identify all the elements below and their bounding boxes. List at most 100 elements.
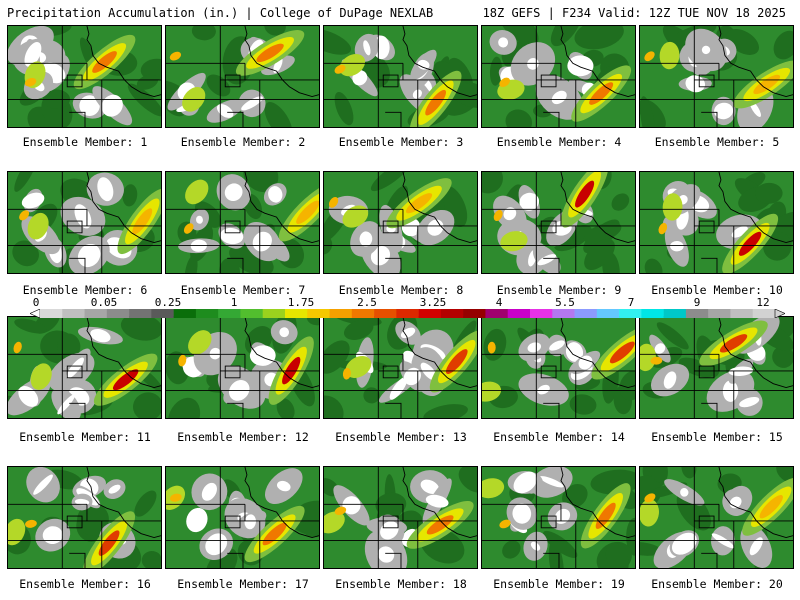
colorbar-tick-label: 1: [230, 296, 238, 309]
colorbar-segment: [218, 309, 241, 318]
precip-field: [166, 172, 319, 273]
colorbar-segment: [262, 309, 286, 318]
map-title: Precipitation Accumulation (in.) | Colle…: [7, 6, 434, 20]
colorbar-segment: [530, 309, 553, 318]
ensemble-member-map: [323, 171, 478, 274]
colorbar-segment: [351, 309, 375, 318]
ensemble-member-map: [7, 316, 162, 419]
precip-field: [640, 317, 793, 418]
precip-field: [324, 172, 477, 273]
colorbar-segment: [730, 309, 754, 318]
colorbar-segment: [752, 309, 776, 318]
colorbar-segment: [440, 309, 464, 318]
precip-field: [8, 317, 161, 418]
precip-field: [324, 317, 477, 418]
colorbar-tick-label: 7: [627, 296, 635, 309]
precip-field: [640, 172, 793, 273]
ensemble-member-label: Ensemble Member: 11: [19, 430, 151, 444]
colorbar-tick-label: 0.05: [90, 296, 118, 309]
colorbar-max-arrow: [774, 309, 785, 318]
ensemble-member-map: [481, 316, 636, 419]
colorbar-tick-label: 3.25: [419, 296, 447, 309]
colorbar-segment: [574, 309, 598, 318]
colorbar-segment: [596, 309, 620, 318]
precip-field: [166, 467, 319, 568]
colorbar-segment: [619, 309, 642, 318]
colorbar-segment: [708, 309, 731, 318]
colorbar-segment: [285, 309, 308, 318]
precip-field: [8, 26, 161, 127]
precip-field: [482, 467, 635, 568]
colorbar-segment: [641, 309, 664, 318]
colorbar-tick-label: 0.25: [154, 296, 182, 309]
colorbar-segment: [62, 309, 85, 318]
ensemble-member-label: Ensemble Member: 3: [338, 135, 464, 149]
ensemble-member-label: Ensemble Member: 19: [493, 577, 625, 591]
precip-field: [482, 26, 635, 127]
colorbar-segment: [84, 309, 108, 318]
colorbar-segment: [173, 309, 197, 318]
ensemble-member-label: Ensemble Member: 18: [335, 577, 467, 591]
colorbar-segment: [552, 309, 575, 318]
colorbar-segment: [663, 309, 687, 318]
precip-field: [482, 317, 635, 418]
colorbar-segment: [374, 309, 397, 318]
colorbar-tick-label: 5.5: [555, 296, 575, 309]
ensemble-member-map: [7, 25, 162, 128]
colorbar-segment: [485, 309, 509, 318]
ensemble-member-map: [639, 316, 794, 419]
ensemble-member-label: Ensemble Member: 14: [493, 430, 625, 444]
colorbar-tick-label: 12: [756, 296, 770, 309]
precip-field: [324, 26, 477, 127]
colorbar-min-arrow: [30, 309, 41, 318]
ensemble-member-map: [165, 316, 320, 419]
ensemble-member-label: Ensemble Member: 9: [496, 283, 622, 297]
ensemble-member-map: [481, 25, 636, 128]
ensemble-member-label: Ensemble Member: 15: [651, 430, 783, 444]
ensemble-member-map: [481, 171, 636, 274]
colorbar-segment: [106, 309, 130, 318]
ensemble-member-label: Ensemble Member: 16: [19, 577, 151, 591]
colorbar-segment: [685, 309, 709, 318]
precip-field: [8, 172, 161, 273]
ensemble-member-label: Ensemble Member: 17: [177, 577, 309, 591]
colorbar-segment: [396, 309, 419, 318]
ensemble-member-label: Ensemble Member: 10: [651, 283, 783, 297]
precip-field: [166, 26, 319, 127]
ensemble-member-label: Ensemble Member: 13: [335, 430, 467, 444]
ensemble-member-map: [639, 466, 794, 569]
ensemble-member-label: Ensemble Member: 4: [496, 135, 622, 149]
ensemble-member-map: [323, 466, 478, 569]
ensemble-member-label: Ensemble Member: 20: [651, 577, 783, 591]
run-valid-time: 18Z GEFS | F234 Valid: 12Z TUE NOV 18 20…: [482, 6, 786, 20]
ensemble-member-label: Ensemble Member: 1: [22, 135, 148, 149]
ensemble-member-map: [165, 25, 320, 128]
ensemble-member-label: Ensemble Member: 8: [338, 283, 464, 297]
ensemble-member-label: Ensemble Member: 7: [180, 283, 306, 297]
ensemble-member-map: [323, 316, 478, 419]
ensemble-member-label: Ensemble Member: 2: [180, 135, 306, 149]
colorbar-tick-label: 9: [693, 296, 701, 309]
colorbar-segment: [40, 309, 63, 318]
ensemble-member-map: [323, 25, 478, 128]
precip-field: [640, 26, 793, 127]
precip-field: [640, 467, 793, 568]
colorbar-segment: [418, 309, 442, 318]
ensemble-member-label: Ensemble Member: 6: [22, 283, 148, 297]
ensemble-member-map: [165, 466, 320, 569]
colorbar-segment: [129, 309, 152, 318]
ensemble-member-label: Ensemble Member: 5: [654, 135, 780, 149]
ensemble-member-map: [165, 171, 320, 274]
ensemble-member-map: [639, 171, 794, 274]
colorbar-segment: [240, 309, 264, 318]
colorbar-segment: [195, 309, 219, 318]
colorbar-segment: [307, 309, 330, 318]
colorbar-tick-label: 2.5: [357, 296, 377, 309]
precip-field: [482, 172, 635, 273]
precip-field: [324, 467, 477, 568]
ensemble-member-map: [639, 25, 794, 128]
ensemble-member-map: [481, 466, 636, 569]
colorbar-tick-label: 0: [32, 296, 40, 309]
colorbar-segment: [507, 309, 531, 318]
colorbar-segment: [463, 309, 486, 318]
